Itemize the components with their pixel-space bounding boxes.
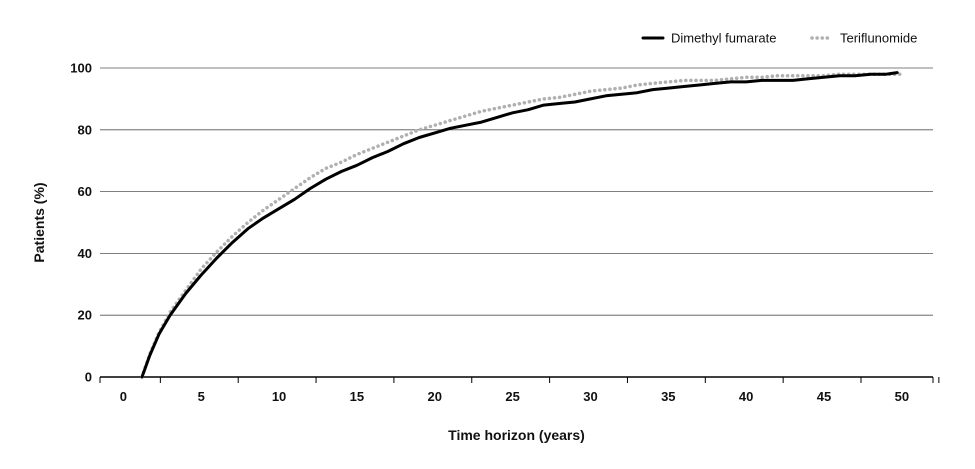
y-tick-label: 20 [78,308,92,323]
series-line-teriflunomide [140,72,904,379]
legend: Dimethyl fumarate Teriflunomide [641,31,917,46]
y-axis-ticks: 0 20 40 60 80 100 [70,61,92,385]
x-axis-ticks: 0 5 10 15 20 25 30 35 40 45 50 [99,377,940,404]
x-tick-label: 40 [739,389,753,404]
y-tick-label: 40 [78,246,92,261]
x-tick-label: 20 [428,389,442,404]
x-tick-label: 10 [272,389,286,404]
legend-label: Dimethyl fumarate [671,31,776,46]
x-axis-title: Time horizon (years) [448,427,585,443]
y-tick-label: 100 [70,61,92,76]
x-tick-label: 35 [661,389,675,404]
y-axis-title: Patients (%) [31,182,47,262]
x-tick-label: 45 [817,389,831,404]
x-tick-label: 50 [895,389,909,404]
y-tick-label: 0 [85,370,92,385]
gridlines [100,67,933,316]
x-tick-label: 25 [505,389,519,404]
x-tick-label: 30 [583,389,597,404]
y-tick-label: 60 [78,184,92,199]
x-tick-label: 0 [120,389,127,404]
y-tick-label: 80 [78,122,92,137]
series-layer [140,71,904,379]
series-line-dimethyl-fumarate [140,71,899,379]
x-tick-label: 15 [350,389,364,404]
legend-label: Teriflunomide [840,31,917,46]
x-tick-label: 5 [198,389,205,404]
